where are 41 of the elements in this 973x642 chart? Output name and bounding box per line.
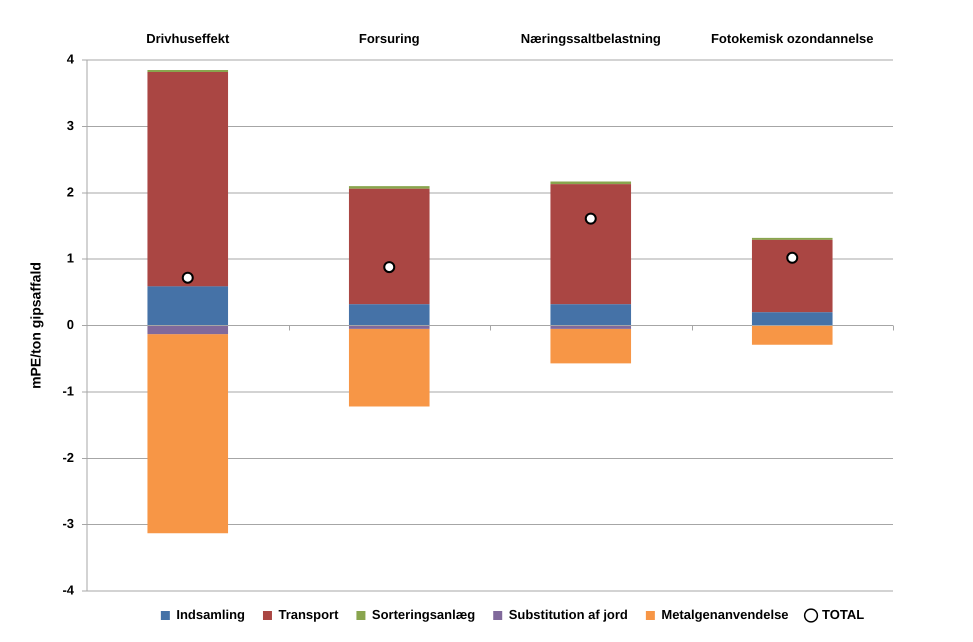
bar	[752, 240, 833, 312]
bar	[348, 328, 430, 406]
x-tick-label: Fotokemisk ozondannelse	[710, 30, 874, 46]
bar	[550, 304, 632, 325]
legend-label: Substitution af jord	[508, 607, 628, 622]
point	[786, 252, 798, 264]
y-tick-label: 4	[66, 52, 75, 67]
bar	[550, 181, 632, 184]
y-tick-label: -3	[62, 516, 74, 532]
y-tick-label: -4	[62, 582, 75, 598]
y-tick-label: -2	[62, 450, 74, 465]
legend-label: TOTAL	[822, 607, 864, 622]
bar	[550, 328, 632, 364]
point	[182, 272, 194, 284]
y-tick-label: -1	[62, 383, 74, 398]
y-tick-label: 1	[66, 250, 74, 266]
legend-label: Metalgenanvendelse	[661, 607, 789, 622]
bar	[348, 304, 430, 325]
x-tick-label: Drivhuseffekt	[146, 30, 230, 46]
legend-label: Indsamling	[176, 607, 246, 622]
y-tick-label: 2	[66, 184, 74, 200]
bar	[147, 334, 228, 534]
x-tick-label: Næringssaltbelastning	[520, 30, 661, 46]
legend-label: Transport	[278, 607, 340, 622]
bar	[348, 186, 430, 189]
y-axis-title: mPE/ton gipsaffald	[27, 262, 44, 389]
bar	[348, 188, 430, 304]
x-tick-label: Forsuring	[358, 30, 420, 46]
y-tick-label: 3	[66, 118, 74, 133]
bar	[147, 72, 228, 286]
bar	[752, 326, 833, 345]
bar	[147, 286, 228, 325]
bar	[550, 326, 632, 329]
point	[383, 261, 396, 274]
point	[584, 212, 597, 225]
y-tick-label: 0	[66, 317, 74, 332]
bar	[348, 326, 430, 329]
bar	[147, 326, 228, 334]
bar	[550, 184, 632, 304]
legend-label: Sorteringsanlæg	[372, 607, 476, 622]
bar	[752, 312, 833, 325]
